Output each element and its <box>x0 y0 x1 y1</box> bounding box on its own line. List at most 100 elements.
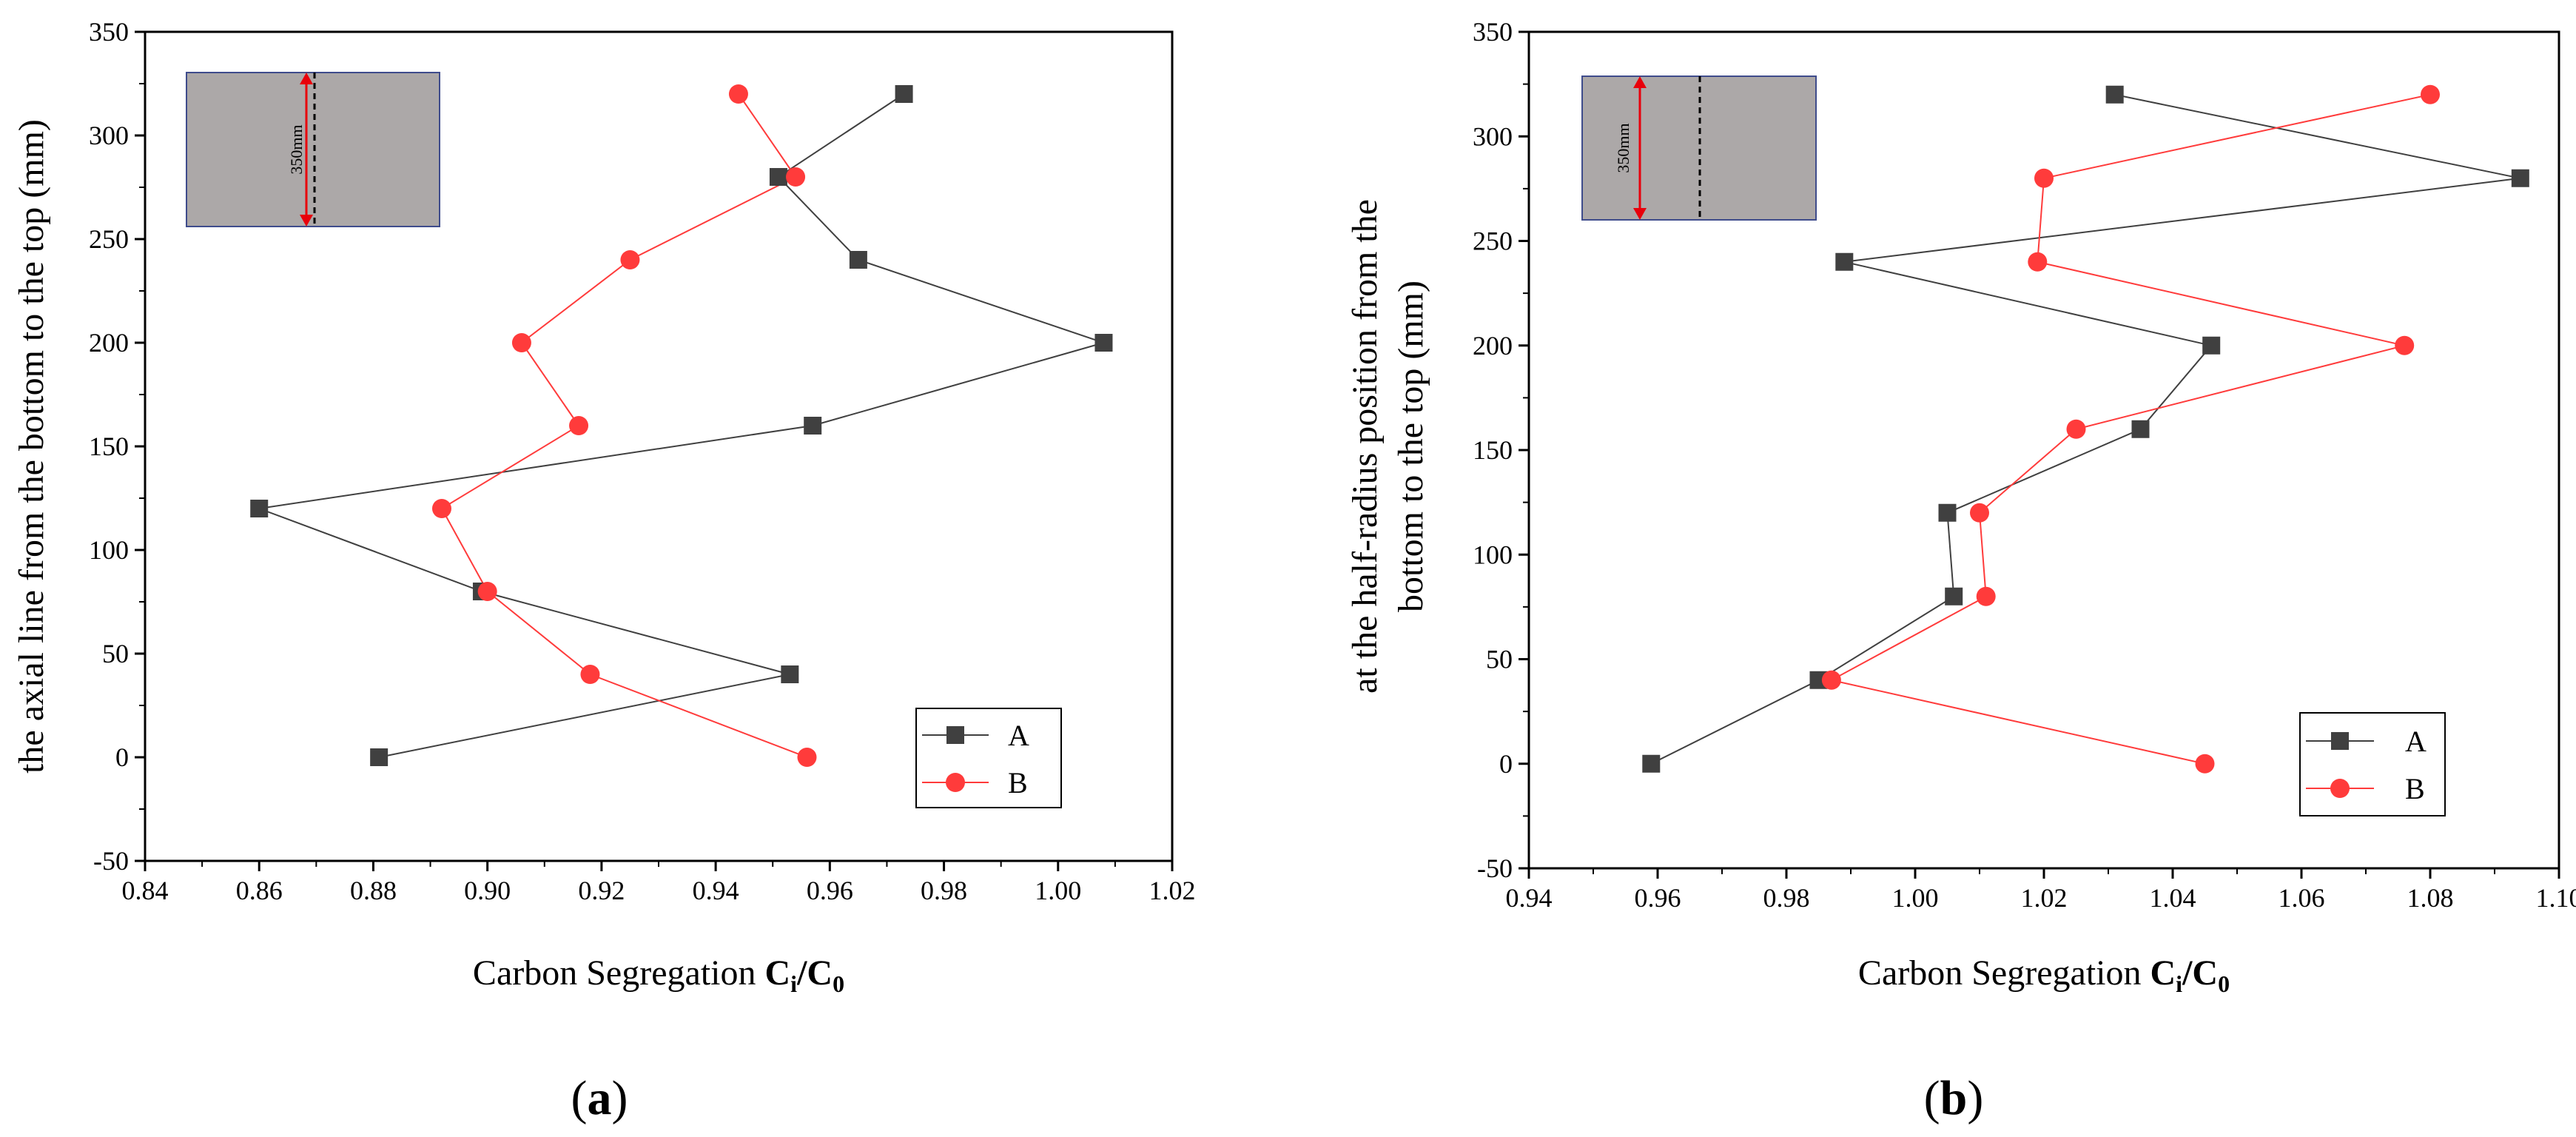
legend-label-a: A <box>2405 725 2427 758</box>
legend-label-b: B <box>1008 766 1028 799</box>
series-a-point <box>1835 252 1854 271</box>
x-tick-label: 0.98 <box>921 876 967 905</box>
series-a-point <box>804 417 822 435</box>
y-tick-label: 350 <box>1473 17 1513 47</box>
series-b-point <box>2034 168 2054 188</box>
x-tick-label: 1.10 <box>2536 883 2576 913</box>
legend-label-a: A <box>1008 719 1029 752</box>
series-a-point <box>1642 754 1661 773</box>
y-tick-label: 0 <box>115 742 129 772</box>
legend: A B <box>915 708 1062 808</box>
series-markers <box>250 84 1113 767</box>
x-tick-label: 1.02 <box>1149 876 1196 905</box>
series-b-point <box>511 333 531 352</box>
y-axis-ticks: -50 0 50 100 150 200 250 300 350 <box>1473 17 1529 883</box>
series-b-point <box>1970 503 1989 523</box>
series-b-point <box>1976 586 1996 606</box>
y-tick-label: 200 <box>1473 331 1513 360</box>
y-tick-label: 100 <box>1473 540 1513 569</box>
x-tick-label: 0.92 <box>578 876 625 905</box>
x-tick-label: 0.90 <box>464 876 511 905</box>
series-a-point <box>2202 336 2221 355</box>
series-b-point <box>620 250 640 269</box>
x-tick-label: 0.86 <box>236 876 283 905</box>
x-tick-label: 1.06 <box>2279 883 2325 913</box>
y-tick-label: 250 <box>1473 227 1513 256</box>
y-tick-label: -50 <box>1477 853 1513 883</box>
series-b-point <box>2395 335 2415 355</box>
sample-inset: 350mm <box>1581 76 1817 221</box>
y-axis-title: the axial line from the bottom to the to… <box>12 119 51 774</box>
series-a-point <box>2511 169 2529 187</box>
legend-label-b: B <box>2405 772 2425 805</box>
legend-box <box>2299 712 2446 816</box>
panel-label: (a) <box>571 1071 628 1125</box>
x-tick-label: 0.94 <box>1506 883 1553 913</box>
series-b-point <box>569 416 589 435</box>
series-b-point <box>580 665 600 684</box>
y-tick-label: 100 <box>89 535 129 565</box>
x-tick-label: 0.98 <box>1763 883 1810 913</box>
inset-arrow-head-bottom <box>300 215 313 227</box>
series-a-point <box>1094 334 1113 352</box>
panel-label: (b) <box>1924 1071 1984 1125</box>
series-a-point <box>895 85 913 103</box>
y-tick-label: 300 <box>1473 121 1513 151</box>
y-tick-label: 350 <box>89 17 129 47</box>
inset-block <box>186 72 440 227</box>
series-b-point <box>477 582 497 601</box>
series-b-point <box>2195 754 2215 774</box>
series-a-point <box>849 251 867 269</box>
legend-marker-b <box>2330 779 2350 798</box>
series-a-point <box>769 168 787 186</box>
y-tick-label: -50 <box>93 846 129 876</box>
y-tick-label: 150 <box>89 432 129 461</box>
sample-inset: 350mm <box>186 72 440 227</box>
inset-arrow-head-top <box>300 73 313 84</box>
y-tick-label: 150 <box>1473 435 1513 465</box>
y-tick-label: 50 <box>1486 645 1513 674</box>
y-tick-label: 200 <box>89 328 129 358</box>
y-tick-label: 250 <box>89 224 129 254</box>
series-b-point <box>2066 419 2086 439</box>
series-b-point <box>728 84 748 104</box>
x-tick-label: 1.04 <box>2150 883 2196 913</box>
series-a-point <box>2105 85 2124 104</box>
series-markers <box>1642 84 2529 774</box>
series-b-line <box>440 93 807 758</box>
series-a-point <box>1945 587 1963 606</box>
inset-dimension-label: 350mm <box>1614 123 1632 172</box>
series-b-line <box>1829 93 2431 765</box>
series-a-point <box>370 748 389 766</box>
panel-b: -50 0 50 100 150 200 250 300 350 0.94 0.96 0.98 1.0… <box>1345 17 2576 1125</box>
y-axis-title-line-2: bottom to the top (mm) <box>1391 281 1430 612</box>
x-axis-title: Carbon Segregation Ci/C0 <box>473 953 844 997</box>
y-tick-label: 50 <box>102 639 129 668</box>
x-tick-label: 0.88 <box>350 876 397 905</box>
y-axis-ticks: -50 0 50 100 150 200 250 300 350 <box>89 17 145 876</box>
series-b-point <box>786 167 806 187</box>
inset-dimension-label: 350mm <box>287 124 306 174</box>
panel-a: -50 0 50 100 150 200 250 300 350 0.84 0.86 0.88 0.9… <box>12 17 1196 1125</box>
series-b-point <box>431 499 451 518</box>
inset-arrow-head-bottom <box>1633 208 1647 220</box>
x-tick-label: 0.94 <box>693 876 739 905</box>
x-tick-label: 1.08 <box>2407 883 2454 913</box>
legend-marker-b <box>946 773 965 792</box>
series-a-point <box>781 665 799 683</box>
legend-box <box>915 708 1062 808</box>
x-tick-label: 1.00 <box>1035 876 1081 905</box>
inset-arrow-head-top <box>1633 76 1647 88</box>
y-tick-label: 0 <box>1499 749 1513 779</box>
series-a-point <box>1938 503 1957 522</box>
x-axis-ticks: 0.84 0.86 0.88 0.90 0.92 0.94 0.96 0.98 1.00 1.02 <box>122 861 1196 905</box>
x-tick-label: 0.84 <box>122 876 169 905</box>
series-a-point <box>2131 420 2150 438</box>
legend-marker-a <box>2331 732 2349 750</box>
x-axis-title: Carbon Segregation Ci/C0 <box>1858 953 2230 997</box>
y-tick-label: 300 <box>89 121 129 150</box>
x-tick-label: 1.00 <box>1892 883 1939 913</box>
legend-marker-a <box>946 726 964 744</box>
x-tick-label: 0.96 <box>1635 883 1681 913</box>
